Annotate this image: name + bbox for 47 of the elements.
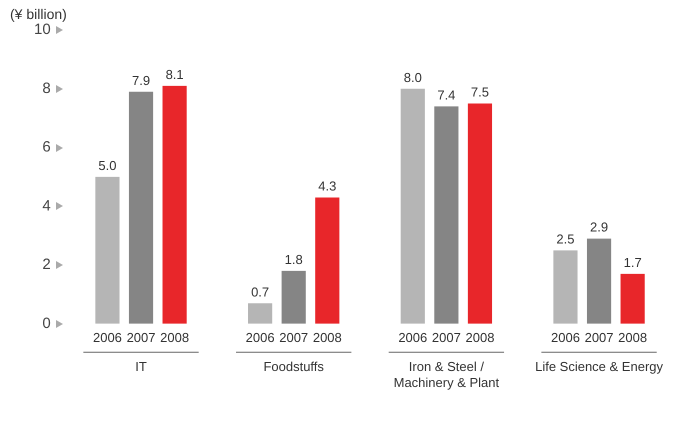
text: 2008 [466, 330, 494, 345]
bar [553, 250, 578, 324]
bar [400, 88, 425, 324]
data-label: 1.8 [284, 252, 303, 267]
x-tick-label: Foodstuffs [263, 359, 324, 374]
data-label: 7.4 [437, 87, 456, 102]
data-label: 4.3 [318, 178, 336, 194]
bar [468, 103, 492, 324]
bar [95, 176, 120, 324]
series-label: 2006 [246, 330, 275, 345]
series-label: 2008 [160, 330, 190, 345]
x-tick-label: IT [135, 359, 147, 374]
series-label: 2007 [432, 330, 461, 345]
text: 2007 [584, 330, 614, 345]
data-label: 1.7 [624, 254, 642, 270]
data-label: 8.0 [404, 70, 422, 85]
data-label: 5.0 [98, 158, 116, 173]
bar [282, 270, 306, 324]
y-tick-label: 6 [42, 138, 51, 156]
y-tick-label: 10 [34, 21, 51, 38]
text: 2006 [551, 330, 580, 345]
text: 2008 [618, 330, 648, 345]
x-tick-label: Life Science & Energy [535, 359, 664, 374]
y-axis-title: (¥ billion) [10, 6, 67, 22]
text: 2007 [279, 330, 308, 345]
text: 2007 [126, 330, 156, 345]
y-tick-label: 8 [42, 80, 51, 97]
bar [248, 303, 272, 324]
data-label: 2.5 [556, 231, 574, 246]
data-label: 7.5 [470, 84, 489, 100]
y-tick-label: 2 [42, 256, 51, 274]
data-label: 0.7 [251, 284, 270, 300]
text: 2006 [92, 330, 122, 345]
bar [162, 86, 187, 324]
bar [128, 92, 154, 324]
data-label: 2.9 [590, 220, 608, 235]
y-tick-label: 4 [42, 197, 51, 214]
bar [586, 238, 612, 324]
bar [434, 106, 458, 324]
text: 2008 [312, 330, 342, 345]
bar [315, 197, 340, 324]
x-tick-label: Iron & Steel / Machinery & Plant [394, 359, 500, 390]
bar [620, 274, 645, 324]
text: 2006 [398, 330, 428, 345]
y-tick-label: 0 [42, 314, 51, 332]
data-label: 7.9 [132, 72, 150, 88]
data-label: 8.1 [166, 66, 184, 82]
